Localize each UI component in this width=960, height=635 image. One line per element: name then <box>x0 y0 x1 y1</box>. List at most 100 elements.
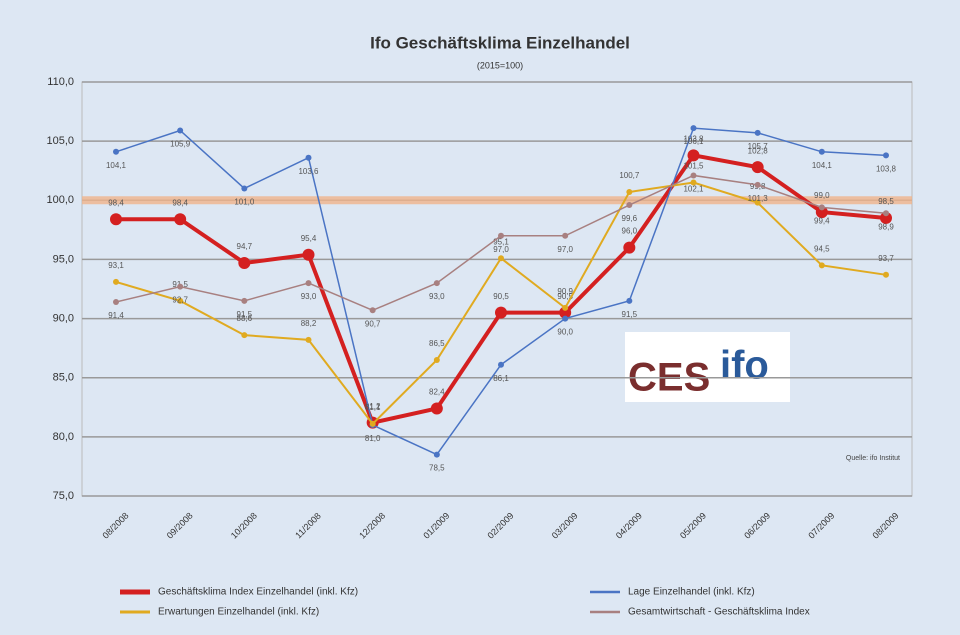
data-point <box>626 297 633 304</box>
data-point <box>754 129 761 136</box>
data-point <box>113 148 119 155</box>
data-label: 93,0 <box>301 292 317 301</box>
data-point <box>433 280 440 287</box>
data-label: 99,4 <box>814 216 830 225</box>
data-label: 81,0 <box>365 434 381 443</box>
data-point <box>498 232 504 239</box>
data-label: 86,5 <box>429 339 445 348</box>
x-tick-label: 04/2009 <box>614 511 644 541</box>
x-tick-label: 08/2008 <box>101 511 131 541</box>
data-point <box>430 402 443 415</box>
x-tick-label: 10/2008 <box>229 511 259 541</box>
data-point <box>241 297 248 304</box>
y-tick-label: 90,0 <box>53 312 74 324</box>
data-point <box>113 299 119 306</box>
data-label: 88,6 <box>237 314 253 323</box>
data-label: 82,4 <box>429 388 445 397</box>
y-tick-label: 85,0 <box>53 372 74 384</box>
data-label: 101,3 <box>748 194 769 203</box>
data-label: 90,7 <box>365 319 381 328</box>
x-tick-label: 02/2009 <box>486 511 516 541</box>
logo-ifo: ifo <box>720 344 769 388</box>
data-point <box>495 306 507 319</box>
x-tick-label: 07/2009 <box>806 511 836 541</box>
y-tick-label: 105,0 <box>46 135 74 147</box>
legend-label: Gesamtwirtschaft - Geschäftsklima Index <box>628 607 810 618</box>
data-point <box>305 154 312 161</box>
data-point <box>177 297 184 304</box>
data-point <box>302 248 315 261</box>
data-point <box>238 256 251 269</box>
data-point <box>305 336 312 343</box>
data-point <box>754 199 761 206</box>
data-label: 97,0 <box>557 245 573 254</box>
data-label: 100,7 <box>619 171 640 180</box>
data-point <box>174 213 187 226</box>
data-point <box>369 307 376 314</box>
data-label: 102,8 <box>748 146 769 155</box>
y-tick-label: 80,0 <box>53 431 74 443</box>
data-label: 103,8 <box>683 134 704 143</box>
plot-area <box>81 81 913 497</box>
data-point <box>815 206 828 219</box>
data-point <box>177 127 184 134</box>
data-point <box>687 149 700 162</box>
data-label: 95,4 <box>301 234 317 243</box>
data-point <box>690 172 697 179</box>
data-point <box>883 210 889 217</box>
data-point <box>498 255 504 262</box>
data-label: 103,8 <box>876 164 897 173</box>
data-label: 101,0 <box>234 198 255 207</box>
x-tick-label: 09/2008 <box>165 511 195 541</box>
data-point <box>818 262 825 269</box>
data-label: 96,0 <box>622 227 638 236</box>
chart-title: Ifo Geschäftsklima Einzelhandel <box>370 33 630 52</box>
data-label: 95,1 <box>493 237 509 246</box>
data-point <box>562 315 569 322</box>
data-label: 97,0 <box>493 245 509 254</box>
data-point <box>305 280 312 287</box>
data-point <box>690 179 697 186</box>
legend-label: Geschäftsklima Index Einzelhandel (inkl.… <box>158 587 358 598</box>
data-label: 98,4 <box>108 198 124 207</box>
data-point <box>883 271 889 278</box>
data-point <box>433 356 440 363</box>
data-label: 88,2 <box>301 319 317 328</box>
data-point <box>623 241 636 254</box>
data-point <box>559 306 572 319</box>
x-tick-label: 12/2008 <box>357 511 387 541</box>
data-point <box>177 283 184 290</box>
x-tick-label: 01/2009 <box>421 511 451 541</box>
y-tick-label: 100,0 <box>46 194 74 206</box>
data-label: 91,4 <box>108 311 124 320</box>
data-label: 90,5 <box>557 292 573 301</box>
data-point <box>241 332 248 339</box>
legend-label: Lage Einzelhandel (inkl. Kfz) <box>628 587 755 598</box>
y-tick-label: 75,0 <box>53 490 74 502</box>
data-label: 81,2 <box>365 402 381 411</box>
data-label: 106,1 <box>683 137 704 146</box>
data-label: 102,1 <box>683 185 704 194</box>
data-label: 98,5 <box>878 197 894 206</box>
data-label: 104,1 <box>812 161 833 170</box>
data-label: 91,5 <box>622 310 638 319</box>
data-label: 81,1 <box>365 403 381 412</box>
x-tick-label: 03/2009 <box>550 511 580 541</box>
data-point <box>754 181 761 188</box>
data-point <box>751 161 764 174</box>
data-label: 104,1 <box>106 161 127 170</box>
data-point <box>818 148 825 155</box>
data-point <box>690 125 697 132</box>
data-point <box>369 420 376 427</box>
data-point <box>880 212 892 225</box>
logo-box <box>625 332 790 402</box>
data-label: 94,7 <box>237 242 253 251</box>
data-point <box>562 232 569 239</box>
data-point <box>626 202 633 209</box>
data-point <box>241 185 248 192</box>
data-label: 91,5 <box>237 310 253 319</box>
data-point <box>626 189 633 196</box>
data-label: 86,1 <box>493 374 509 383</box>
